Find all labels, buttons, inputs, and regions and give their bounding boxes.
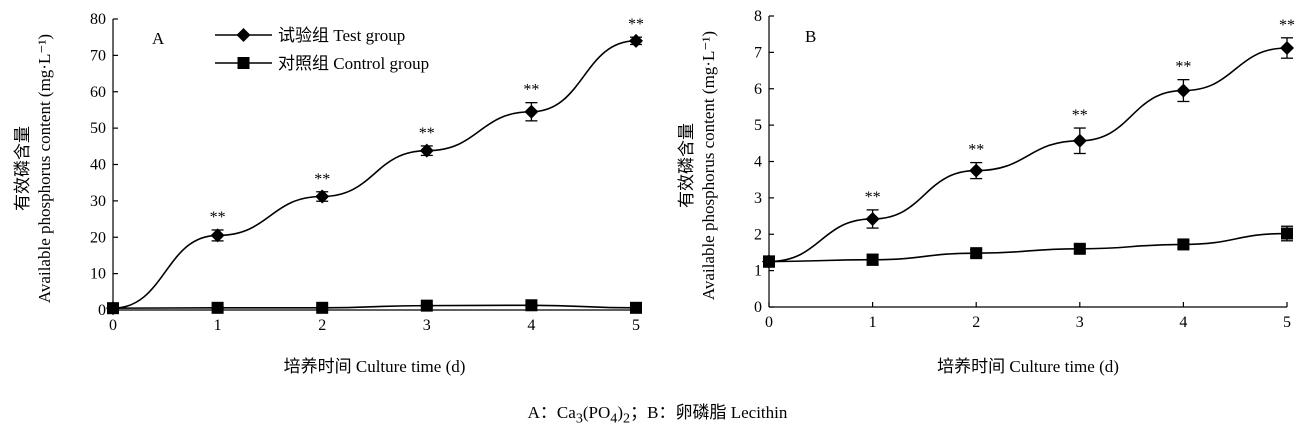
legend-control-label: 对照组 Control group [278,54,429,73]
panel-b-y-tick-label: 1 [754,263,762,280]
panel-b-test-significance-label: ** [865,189,881,206]
panel-a-test-data-point [315,189,330,204]
panel-a-y-tick-label: 60 [90,84,106,101]
panel-a-control-data-point [420,299,433,312]
panel-a-control-data-point [107,302,119,315]
panel-a-panel-label: A [152,29,165,48]
panel-b-test-series-line [768,47,1288,263]
panel-a-y-tick-label: 20 [90,229,106,246]
panel-a-test-significance-label: ** [628,16,644,33]
panel-a-control-data-point [316,301,329,314]
panel-a-test-data-point [524,104,539,119]
panel-b-y-tick-label: 5 [754,117,762,134]
panel-b-test-significance-label: ** [968,142,984,159]
panel-b-y-tick-label: 7 [754,44,762,61]
panel-a-y-tick-label: 0 [98,302,106,319]
legend-test-label: 试验组 Test group [278,26,405,45]
panel-b-test-data-point [969,163,984,178]
panel-a-x-tick-label: 3 [423,317,431,334]
panel-a-test-series-line [112,40,637,309]
panel-a-control-data-point [630,301,642,314]
panel-b-control-data-point [1281,227,1293,240]
panel-b-control-data-point [970,247,983,260]
caption-mid-2: ) [617,403,624,422]
panel-b-test-data-point [1072,133,1087,148]
panel-b-panel-label: B [805,27,816,46]
panel-a-y-tick-label: 80 [90,11,106,28]
panel-a-y-tick-label: 50 [90,120,106,137]
panel-a-x-tick-label: 0 [109,317,117,334]
panel-a-y-tick-label: 40 [90,157,106,174]
panel-b-test-data-point [865,211,880,226]
panel-a-control-data-point [525,299,538,312]
panel-a-x-axis-title: 培养时间 Culture time (d) [284,357,466,376]
panel-b-test-significance-label: ** [1072,107,1088,124]
panel-a-x-tick-label: 2 [318,317,326,334]
panel-b-x-tick-label: 1 [869,314,877,331]
panel-a-control-data-point [211,301,224,314]
panel-b-y-axis-title-cn: 有效磷含量 [677,123,696,208]
panel-a-test-data-point [419,143,434,158]
panel-a-x-tick-label: 1 [214,317,222,334]
panel-a-y-axis-title-cn: 有效磷含量 [13,126,32,211]
panel-b-control-series-line [768,232,1288,263]
panel-b-x-tick-label: 4 [1179,314,1187,331]
panel-b-y-tick-label: 6 [754,81,762,98]
panel-b-y-tick-label: 4 [754,154,762,171]
panel-a-test-significance-label: ** [314,171,330,188]
panel-a-x-tick-label: 5 [632,317,640,334]
panel-b-x-tick-label: 5 [1283,314,1291,331]
caption-sub-3: 2 [623,410,631,427]
caption-sub-1: 3 [575,410,583,427]
panel-b-x-axis-title: 培养时间 Culture time (d) [937,357,1119,376]
panel-a-y-axis-title-en: Available phosphorus content (mg·L⁻¹) [35,34,54,303]
panel-b-y-tick-label: 0 [754,299,762,316]
panel-b-y-tick-label: 8 [754,8,762,25]
panel-b-x-tick-label: 3 [1076,314,1084,331]
figure-caption: A：Ca3(PO4)2；B：卵磷脂 Lecithin [0,398,1315,427]
panel-a-y-tick-label: 30 [90,193,106,210]
panel-a-y-tick-label: 10 [90,266,106,283]
panel-b-y-tick-label: 3 [754,190,762,207]
panel-b-control-data-point [763,255,775,268]
legend-control-marker [237,57,250,69]
panel-b-test-data-point [1176,83,1191,98]
panel-b-x-tick-label: 0 [765,314,773,331]
caption-prefix: A：Ca [527,403,576,422]
panel-b-control-data-point [1073,242,1086,255]
caption-suffix: ；B：卵磷脂 Lecithin [630,403,788,422]
panel-a-test-significance-label: ** [419,125,435,142]
panel-b-y-axis-title-en: Available phosphorus content (mg·L⁻¹) [699,31,718,300]
panel-b-control-data-point [866,253,879,266]
panel-a-test-significance-label: ** [523,82,539,99]
panel-a-x-tick-label: 4 [527,317,535,334]
panel-a-test-significance-label: ** [210,209,226,226]
panel-a-y-tick-label: 70 [90,47,106,64]
caption-mid-1: (PO [582,403,611,422]
panel-a-control-series-line [112,304,637,309]
panel-b-y-tick-label: 2 [754,226,762,243]
panel-b-control-data-point [1177,238,1190,251]
panel-a-test-data-point [629,33,643,48]
caption-sub-2: 4 [610,410,618,427]
panel-b-test-data-point [1280,41,1294,56]
legend-test-marker [236,28,251,42]
panel-b-x-tick-label: 2 [972,314,980,331]
panel-a-test-data-point [210,228,225,243]
panel-b-test-significance-label: ** [1279,17,1295,34]
panel-b-test-significance-label: ** [1175,59,1191,76]
